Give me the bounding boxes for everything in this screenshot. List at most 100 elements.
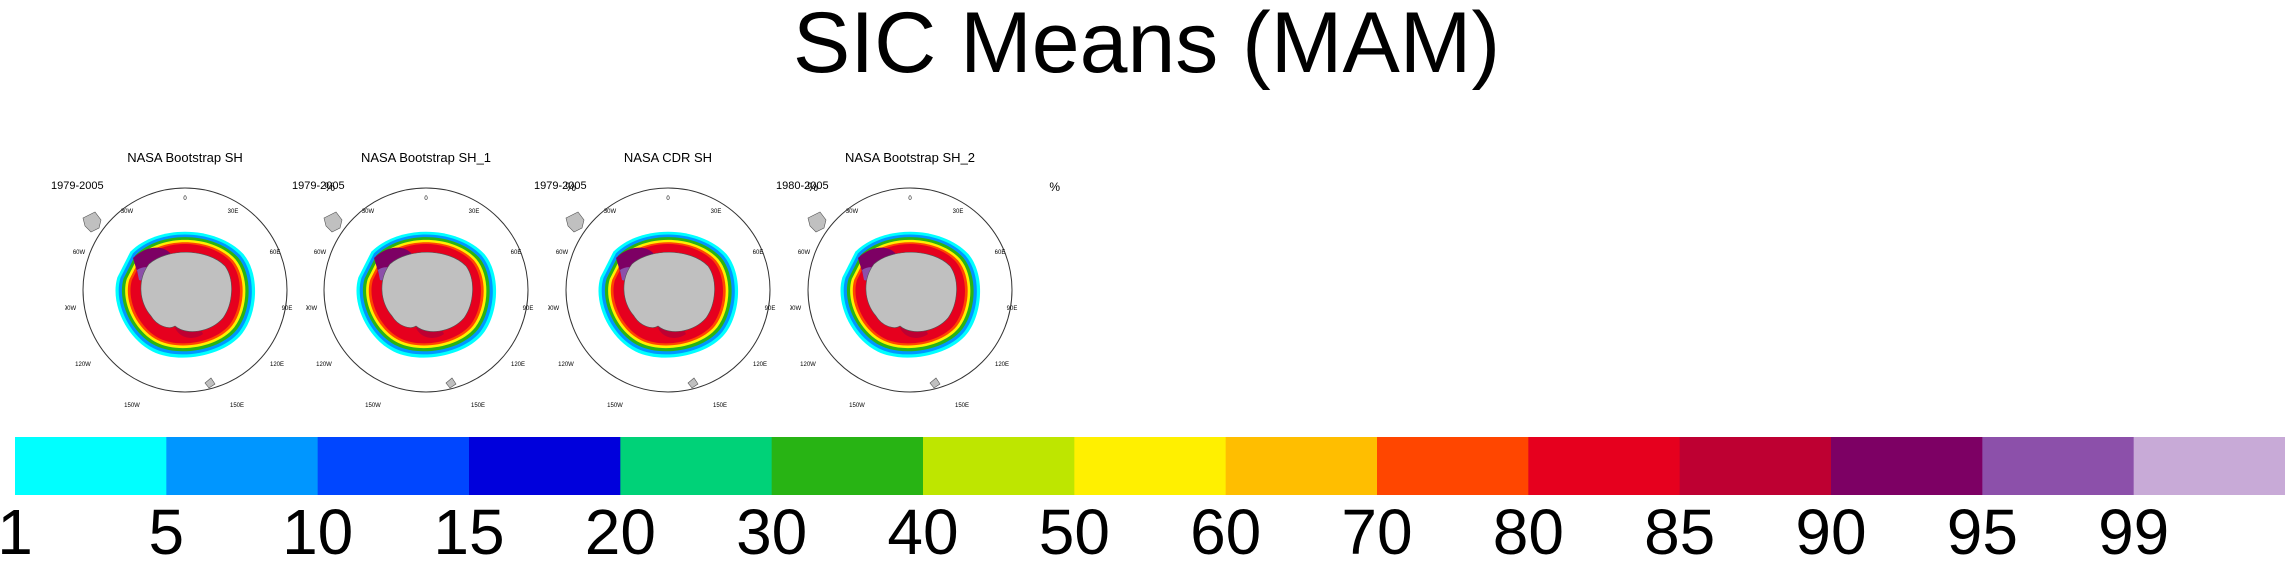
graticule-label: 120E	[995, 362, 1009, 368]
colorbar-tick-label: 5	[148, 496, 185, 568]
colorbar-tick-label: 50	[1038, 496, 1110, 568]
colorbar-segment	[771, 437, 924, 495]
panel-unit: %	[324, 180, 335, 194]
graticule-label: 120W	[558, 362, 574, 368]
graticule-label: 120W	[316, 362, 332, 368]
colorbar-tick-label: 20	[584, 496, 656, 568]
antarctica-landmass	[381, 251, 473, 332]
graticule-label: 0	[183, 196, 187, 202]
antarctica-landmass	[865, 251, 957, 332]
colorbar-tick-label: 40	[887, 496, 959, 568]
new-zealand-landmass	[445, 377, 457, 389]
graticule-label: 90E	[282, 306, 293, 312]
colorbar-segment	[1679, 437, 1832, 495]
graticule-label: 120E	[270, 362, 284, 368]
colorbar-tick-label: 15	[433, 496, 505, 568]
graticule-label: 120W	[75, 362, 91, 368]
colorbar-tick-label: 1	[0, 496, 33, 568]
polar-map: 030E60E90E120E150E180150W120W90W60W30W	[790, 187, 1018, 409]
panel-period: 1979-2005	[292, 180, 345, 192]
graticule-label: 120E	[753, 362, 767, 368]
graticule-label: 150W	[365, 403, 381, 409]
map-boundary	[82, 187, 288, 393]
figure-title: SIC Means (MAM)	[792, 0, 1501, 91]
antarctica-landmass	[140, 251, 232, 332]
graticule-label: 150W	[607, 403, 623, 409]
colorbar-tick-label: 70	[1341, 496, 1413, 568]
colorbar-segment	[1831, 437, 1983, 495]
panel-unit: %	[565, 180, 576, 194]
graticule-label: 90E	[523, 306, 534, 312]
polar-map: 030E60E90E120E150E180150W120W90W60W30W	[65, 187, 293, 409]
graticule-label: 150E	[471, 403, 485, 409]
colorbar-tick-label: 95	[1946, 496, 2018, 568]
colorbar-tick-label: 10	[282, 496, 354, 568]
colorbar-segment	[469, 437, 621, 495]
colorbar-segment	[923, 437, 1075, 495]
colorbar-segment	[1528, 437, 1681, 495]
south-america-landmass	[323, 211, 343, 233]
graticule-label: 30E	[711, 209, 722, 215]
map-panel: NASA Bootstrap SH_1 1979-2005% 0 30E 60E 90E 1…	[292, 150, 576, 410]
graticule-label: 150W	[124, 403, 140, 409]
panel-period: 1979-2005	[51, 180, 104, 192]
graticule-label: 120W	[800, 362, 816, 368]
graticule-label: 60W	[314, 250, 327, 256]
graticule-label: 30W	[846, 209, 859, 215]
map-boundary	[807, 187, 1013, 393]
graticule-label: 60E	[270, 250, 281, 256]
graticule-label: 0	[666, 196, 670, 202]
graticule-label: 60W	[73, 250, 86, 256]
graticule-label: 30W	[121, 209, 134, 215]
graticule-label: 60W	[798, 250, 811, 256]
new-zealand-landmass	[929, 377, 941, 389]
colorbar-tick-label: 90	[1795, 496, 1867, 568]
graticule-label: 90E	[1007, 306, 1018, 312]
colorbar-tick-label: 99	[2098, 496, 2170, 568]
map-panel: NASA Bootstrap SH_2 1980-2005% 0 30E 60E 90E 1…	[776, 150, 1060, 410]
panel-period: 1979-2005	[534, 180, 587, 192]
graticule-label: 60E	[511, 250, 522, 256]
graticule-label: 0	[908, 196, 912, 202]
colorbar-segment	[166, 437, 319, 495]
colorbar-tick-label: 85	[1644, 496, 1716, 568]
graticule-label: 150E	[230, 403, 244, 409]
map-panel: NASA Bootstrap SH 1979-2005% 0 30E 60E 90E 120…	[51, 150, 335, 410]
colorbar-segment	[1074, 437, 1227, 495]
colorbar	[15, 437, 2285, 495]
colorbar-segment	[1225, 437, 1378, 495]
graticule-label: 30E	[228, 209, 239, 215]
graticule-label: 60W	[556, 250, 569, 256]
graticule-label: 150W	[849, 403, 865, 409]
map-boundary	[323, 187, 529, 393]
colorbar-segment	[620, 437, 773, 495]
panel-period: 1980-2005	[776, 180, 829, 192]
colorbar-segment	[2133, 437, 2285, 495]
graticule-label: 30W	[362, 209, 375, 215]
panel-title: NASA Bootstrap SH_1	[360, 150, 492, 165]
colorbar-tick-label: 30	[736, 496, 808, 568]
graticule-label: 90E	[765, 306, 776, 312]
graticule-label: 60E	[995, 250, 1006, 256]
graticule-label: 150E	[713, 403, 727, 409]
polar-map: 030E60E90E120E150E180150W120W90W60W30W	[548, 187, 776, 409]
colorbar-segment	[1377, 437, 1529, 495]
new-zealand-landmass	[204, 377, 216, 389]
colorbar-segment	[317, 437, 470, 495]
panel-title: NASA Bootstrap SH	[127, 150, 243, 165]
panel-unit: %	[807, 180, 818, 194]
antarctica-landmass	[623, 251, 715, 332]
graticule-label: 60E	[753, 250, 764, 256]
polar-map: 030E60E90E120E150E180150W120W90W60W30W	[306, 187, 534, 409]
colorbar-segment	[15, 437, 167, 495]
new-zealand-landmass	[687, 377, 699, 389]
panel-unit: %	[1049, 180, 1060, 194]
colorbar-tick-label: 60	[1190, 496, 1262, 568]
south-america-landmass	[565, 211, 585, 233]
graticule-label: 30E	[953, 209, 964, 215]
graticule-label: 30W	[604, 209, 617, 215]
graticule-label: 150E	[955, 403, 969, 409]
graticule-label: 90W	[65, 306, 77, 312]
colorbar-segment	[1982, 437, 2135, 495]
south-america-landmass	[807, 211, 827, 233]
